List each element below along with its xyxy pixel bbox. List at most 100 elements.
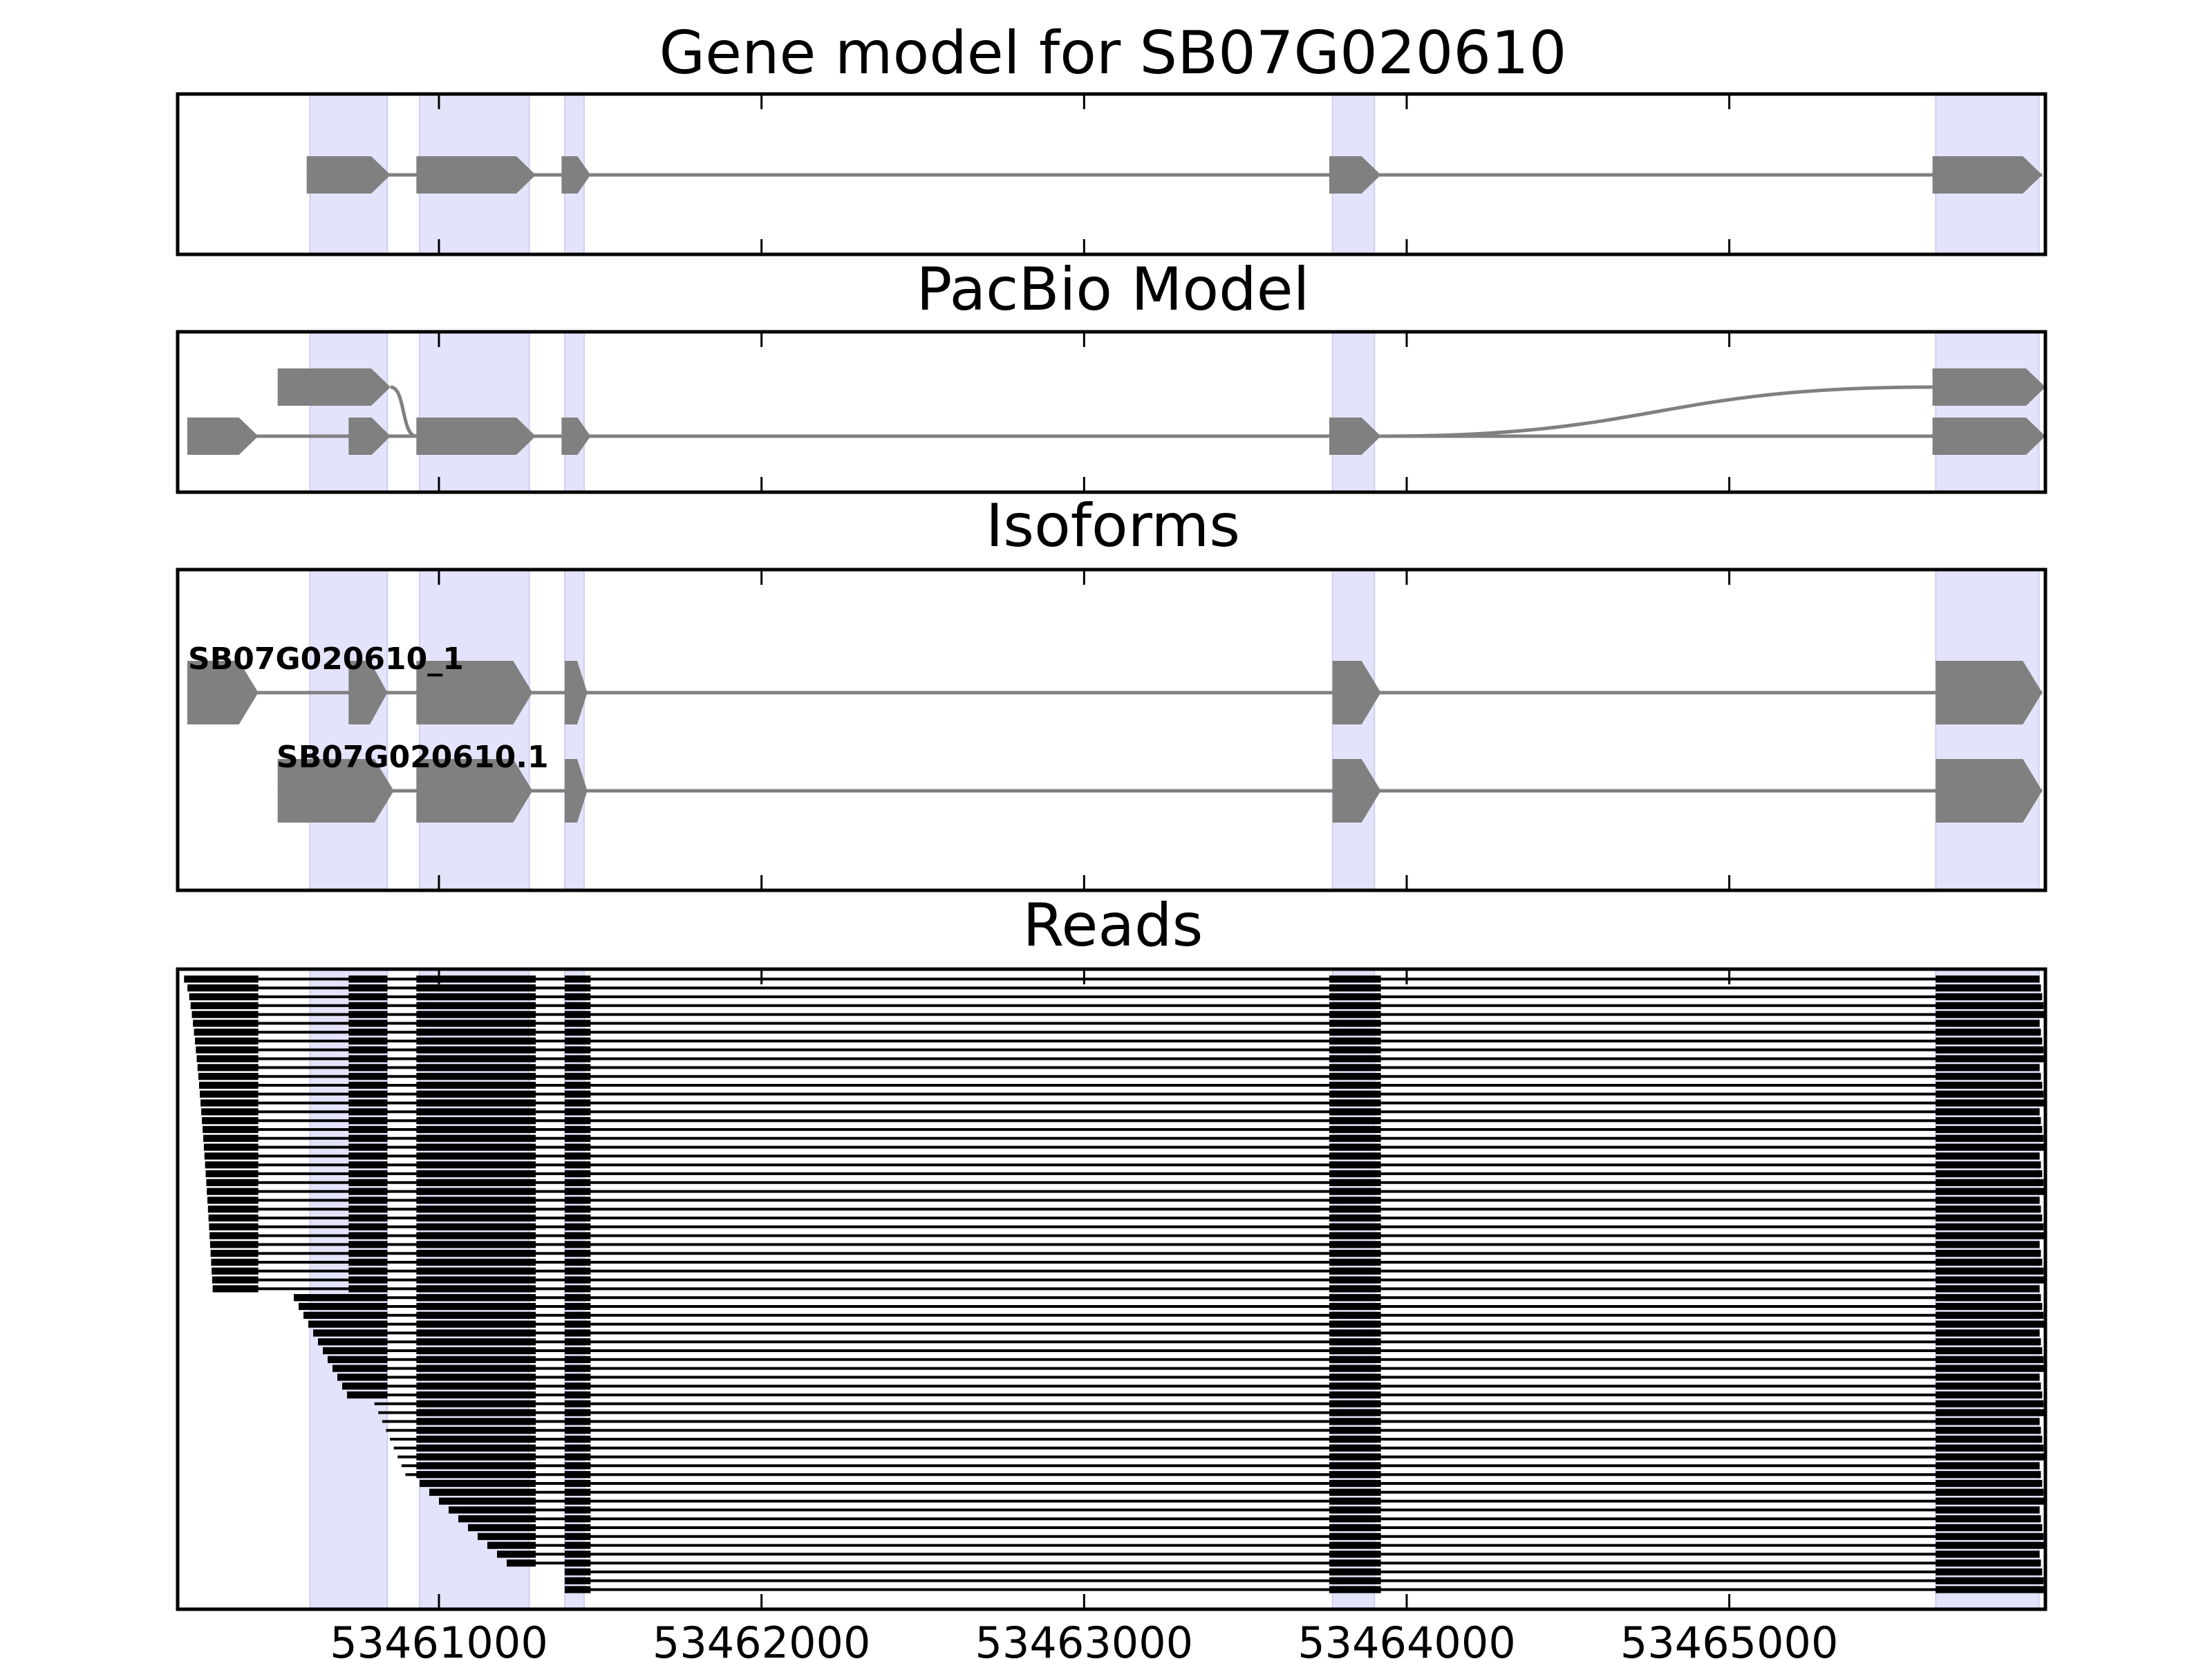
read-exon-block [565,1223,591,1230]
read-exon-block [1936,1294,2041,1302]
read-exon-block [565,1479,591,1488]
exon-block [416,418,536,455]
read-exon-block [1936,1479,2043,1488]
x-axis-tick-labels: 53461000 53462000 53463000 53464000 5346… [330,1618,1838,1659]
read-exon-block [198,1073,259,1080]
read-exon-block [565,1179,591,1186]
read-exon-block [416,1391,536,1399]
read-exon-block [1936,1471,2041,1479]
read-exon-block [565,1338,591,1346]
read-exon-block [565,1073,591,1080]
read-exon-block [416,1374,536,1381]
exon-block [348,418,391,455]
panel-title: Isoforms [986,491,1240,561]
read-exon-block [1329,1577,1381,1584]
read-exon-block [195,1037,259,1045]
read-exon-block [348,1073,388,1080]
read-exon-block [332,1365,388,1372]
read-exon-block [416,1152,536,1160]
read-exon-block [478,1533,536,1540]
read-exon-block [299,1302,388,1311]
exon-block [277,368,391,406]
read-exon-block [348,1099,388,1107]
read-exon-block [565,1197,591,1204]
read-exon-block [416,1206,536,1213]
read-exon-block [1936,1462,2040,1470]
exon-block [1329,418,1381,455]
exon-block [1932,418,2045,455]
read-exon-block [416,1170,536,1178]
read-exon-block [565,1188,591,1195]
read-exon-block [210,1250,259,1257]
read-exon-block [196,1046,259,1053]
read-exon-block [1936,1267,2044,1275]
read-exon-block [565,1302,591,1311]
read-exon-block [565,1241,591,1248]
read-exon-block [416,1418,536,1425]
read-exon-block [565,1400,591,1407]
exon-block [1332,661,1381,724]
read-exon-block [1936,1550,2040,1558]
read-exon-block [348,984,388,992]
read-exon-block [1936,1197,2040,1204]
read-exon-block [1936,1427,2041,1434]
read-exon-block [207,1206,259,1213]
read-exon-block [1329,1427,1381,1434]
read-exon-block [565,1515,591,1523]
x-tick-label: 53461000 [330,1618,548,1659]
read-exon-block [565,1125,591,1134]
read-exon-block [416,1241,536,1248]
read-exon-block [209,1241,259,1248]
read-exon-block [1329,1586,1381,1593]
read-exon-block [348,1152,388,1160]
read-exon-block [348,1170,388,1178]
read-exon-block [348,1108,388,1116]
read-exon-block [1329,1011,1381,1018]
read-exon-block [416,1090,536,1098]
read-exon-block [565,1365,591,1372]
read-exon-block [565,1506,591,1514]
read-exon-block [1329,1223,1381,1230]
read-exon-block [1936,1029,2041,1036]
read-exon-block [416,1223,536,1230]
read-exon-block [1329,1143,1381,1151]
read-exon-block [565,1011,591,1018]
read-exon-block [348,1214,388,1222]
read-exon-block [1936,1524,2043,1532]
read-exon-block [416,1250,536,1257]
read-exon-block [565,1267,591,1275]
read-exon-block [348,1258,388,1266]
read-exon-block [1936,1444,2044,1452]
read-exon-block [1936,1320,2045,1328]
read-exon-block [1329,1232,1381,1239]
read-exon-block [416,1365,536,1372]
read-exon-block [1329,1020,1381,1027]
read-exon-block [565,1099,591,1107]
read-exon-block [348,1090,388,1098]
exon-highlight-band [419,569,530,891]
read-exon-block [565,1391,591,1399]
read-exon-block [203,1134,259,1142]
read-exon-block [1329,1541,1381,1549]
panel-title: Gene model for SB07G020610 [659,19,1567,88]
read-exon-block [1329,1533,1381,1540]
read-exon-block [1936,1515,2041,1523]
tick-layer [438,94,1731,254]
read-exon-block [565,1347,591,1355]
read-exon-block [1329,1073,1381,1080]
read-exon-block [348,1011,388,1018]
read-exon-block [1936,1179,2044,1186]
read-exon-block [194,1029,259,1036]
read-exon-block [1936,1134,2044,1142]
read-exon-block [1936,1302,2043,1311]
read-exon-block [204,1152,259,1160]
tick-layer [438,332,1731,492]
read-exon-block [1329,1462,1381,1470]
read-exon-block [565,1161,591,1169]
read-exon-block [193,1020,259,1027]
read-exon-block [348,993,388,1001]
read-exon-block [1329,1152,1381,1160]
read-exon-block [565,1046,591,1053]
read-exon-block [1936,1453,2045,1461]
read-exon-block [1329,1365,1381,1372]
